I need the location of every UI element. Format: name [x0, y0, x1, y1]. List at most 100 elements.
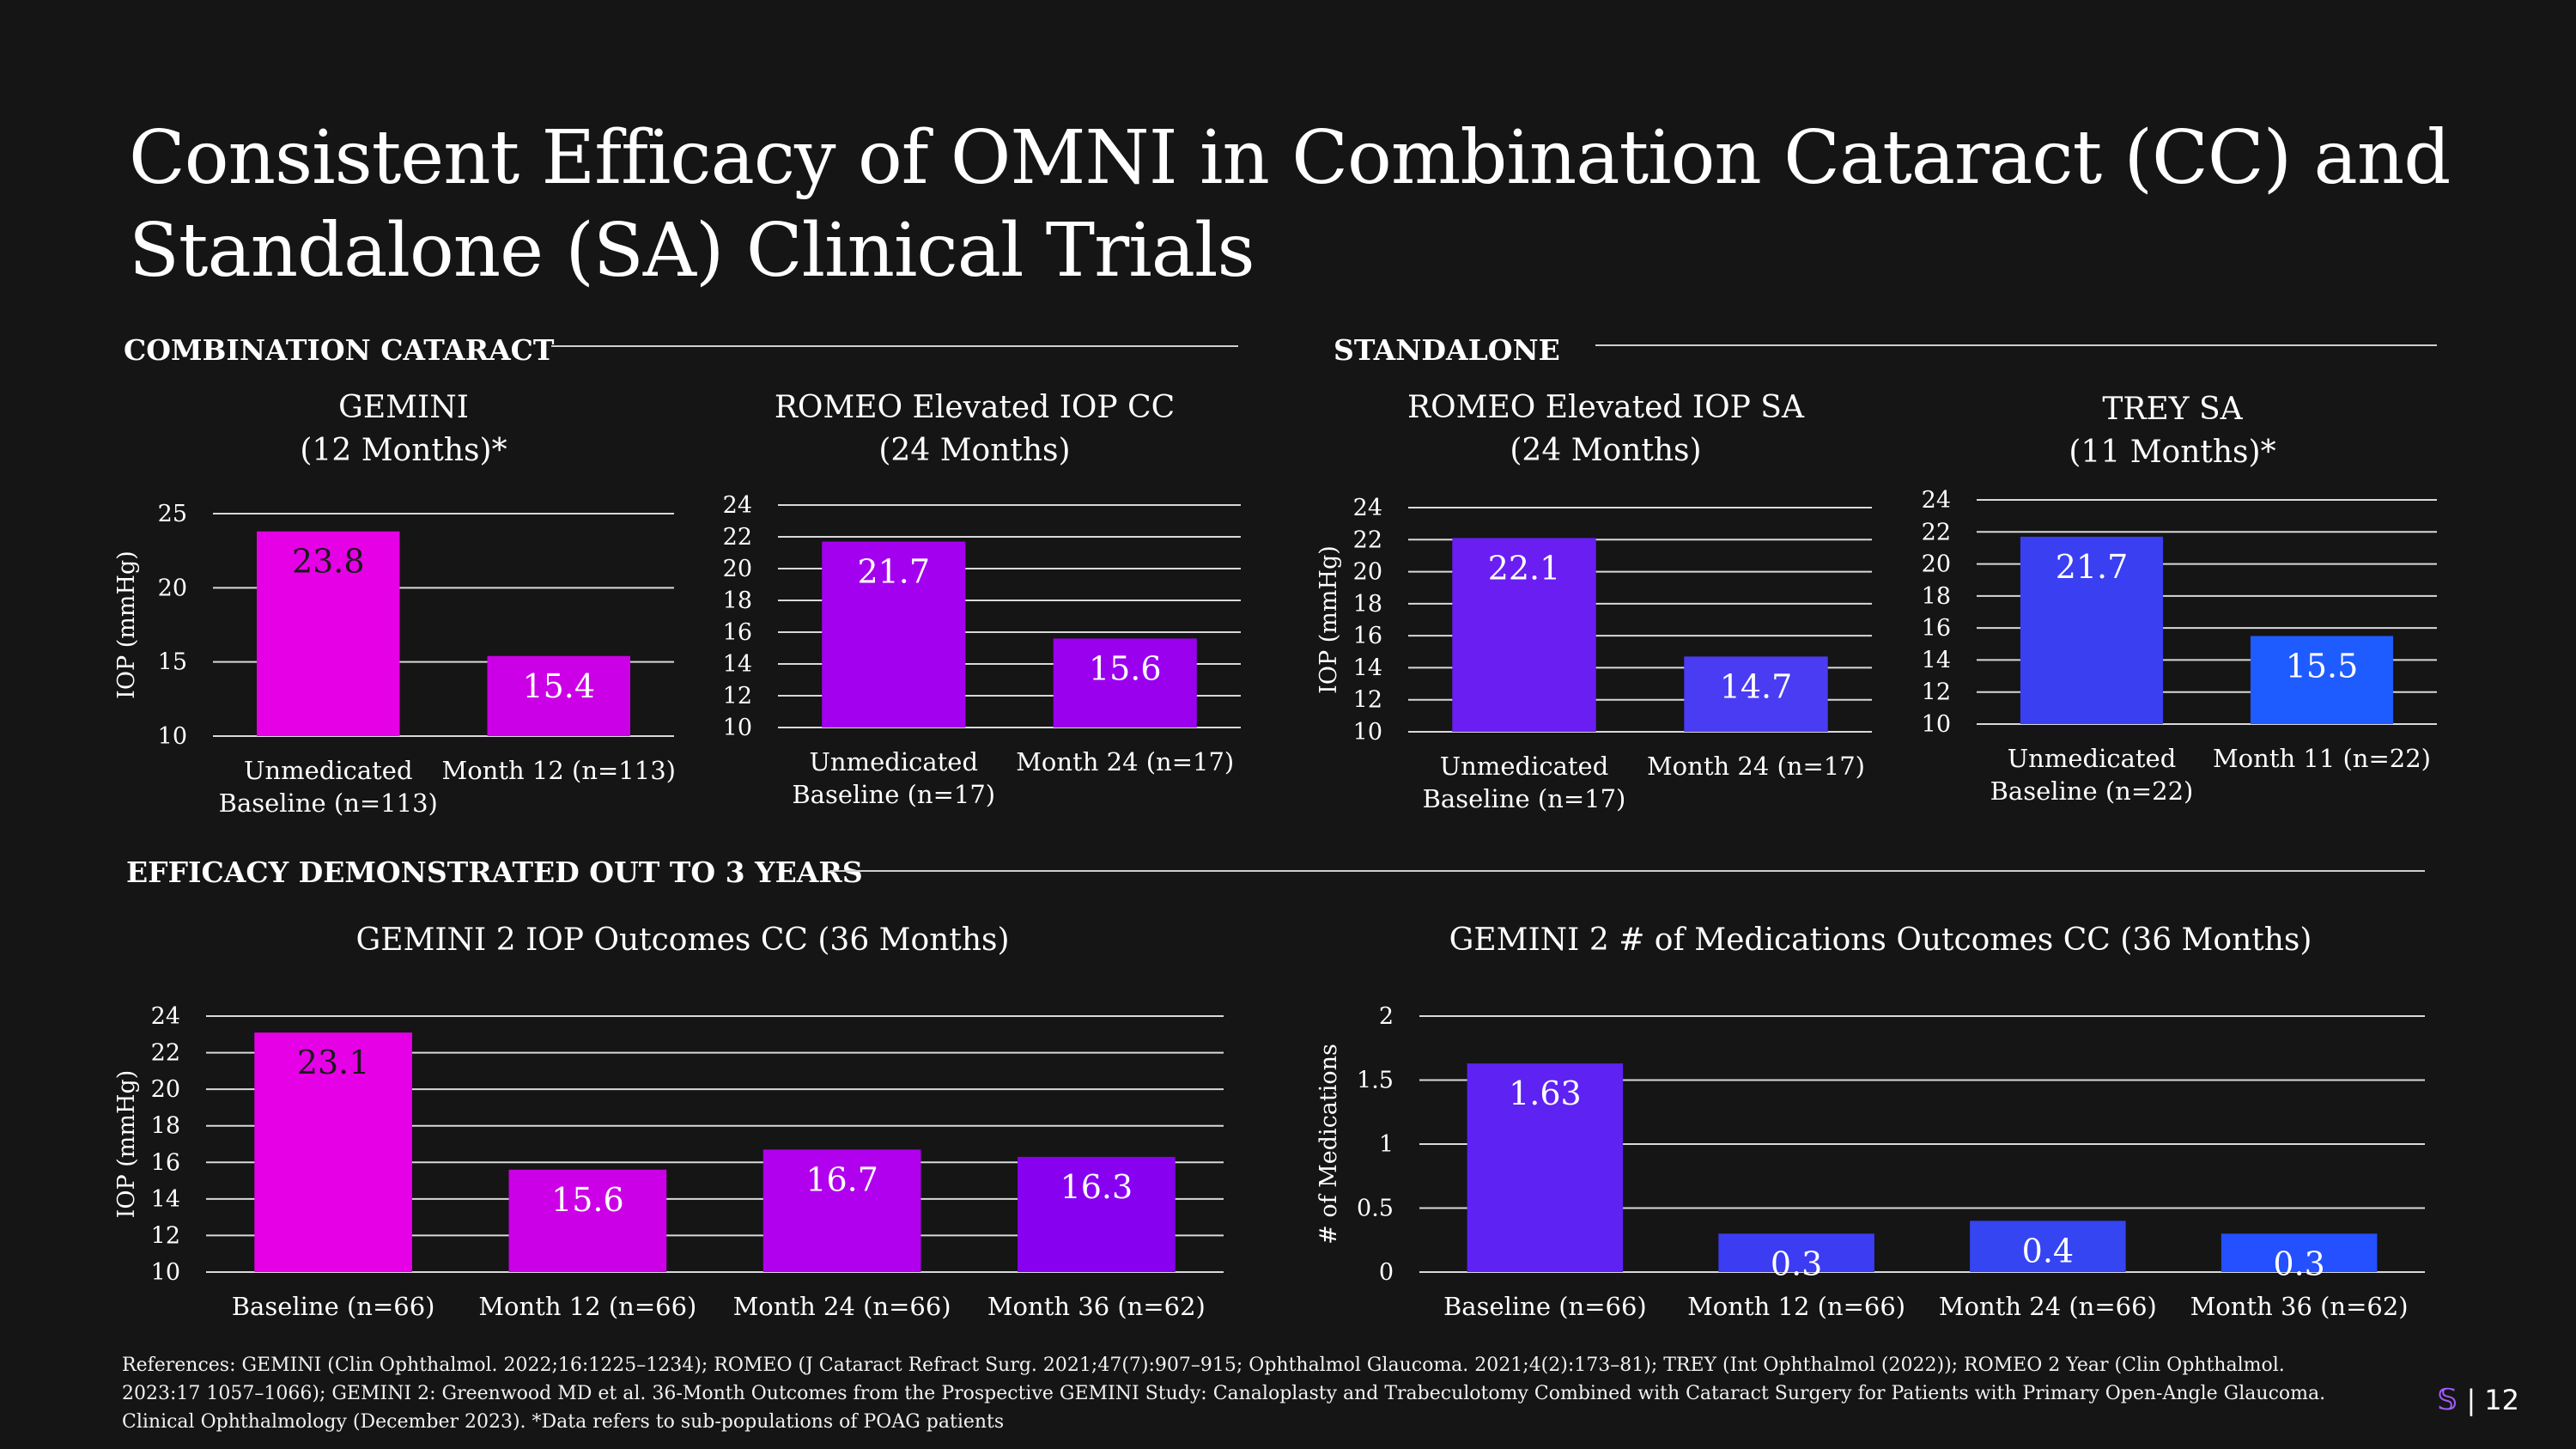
- section-label-efficacy: EFFICACY DEMONSTRATED OUT TO 3 YEARS: [126, 855, 863, 889]
- bar: [2020, 536, 2164, 724]
- chart-plot: 10 12 14 16 18 20 22 24 21.7 Unmedicated Baseline …: [1922, 487, 2437, 806]
- y-tick-label: 10: [158, 723, 187, 750]
- page-number: 12: [2484, 1384, 2519, 1416]
- chart-gemini: GEMINI (12 Months)* 10 15 20 25 IOP (mmHg) 23.…: [112, 387, 696, 833]
- section-divider: [551, 345, 1238, 347]
- category-label: Month 24 (n=66): [733, 1292, 951, 1321]
- bar: [2250, 636, 2394, 724]
- footer: 𝕊 | 12: [2437, 1383, 2519, 1417]
- y-tick-label: 18: [723, 588, 752, 614]
- chart-romeo-cc: ROMEO Elevated IOP CC (24 Months) 10 12 14 1…: [696, 387, 1254, 833]
- section-label-combination: COMBINATION CATARACT: [124, 333, 555, 367]
- section-divider: [829, 870, 2425, 872]
- y-tick-label: 24: [723, 492, 752, 519]
- y-tick-label: 10: [151, 1259, 180, 1286]
- y-tick-label: 20: [151, 1076, 180, 1103]
- chart-plot: 0 0.5 1 1.5 2 # of Medications 1.63 Baseline (n…: [1315, 1003, 2425, 1321]
- chart-plot: 10 12 14 16 18 20 22 24 IOP (mmHg) 22.1 Unmedicate…: [1315, 495, 1872, 813]
- chart-romeo-sa: ROMEO Elevated IOP SA (24 Months) 10 12 14 1…: [1314, 387, 1898, 833]
- y-tick-label: 22: [1353, 527, 1382, 553]
- y-tick-label: 10: [1922, 711, 1951, 738]
- y-tick-label: 16: [151, 1149, 180, 1176]
- category-label: Month 24 (n=17): [1647, 752, 1865, 781]
- y-tick-label: 24: [151, 1003, 180, 1030]
- category-label: Unmedicated Baseline (n=17): [1423, 752, 1626, 813]
- category-label: Baseline (n=66): [1443, 1292, 1647, 1321]
- data-label: 15.6: [551, 1181, 624, 1219]
- data-label: 22.1: [1488, 549, 1561, 587]
- logo-icon: 𝕊: [2437, 1383, 2458, 1417]
- bar: [1718, 1233, 1874, 1272]
- y-tick-label: 0: [1379, 1259, 1394, 1286]
- y-tick-label: 18: [1922, 583, 1951, 610]
- bar: [1684, 656, 1828, 732]
- bar: [1467, 1063, 1624, 1272]
- category-label: Month 12 (n=113): [442, 756, 676, 785]
- bar: [257, 531, 400, 736]
- y-axis-label: IOP (mmHg): [113, 551, 140, 699]
- data-label: 16.7: [805, 1160, 878, 1198]
- chart-trey-sa: TREY SA (11 Months)* 10 12 14 16 18 20 22 24 21.7…: [1898, 387, 2447, 833]
- data-label: 15.4: [522, 667, 595, 705]
- y-tick-label: 14: [151, 1186, 180, 1213]
- y-tick-label: 15: [158, 649, 187, 676]
- bar: [254, 1032, 412, 1272]
- y-tick-label: 16: [1353, 623, 1382, 649]
- y-tick-label: 14: [723, 651, 752, 678]
- data-label: 0.3: [2273, 1245, 2324, 1282]
- y-tick-label: 20: [158, 575, 187, 601]
- y-axis-label: # of Medications: [1315, 1044, 1342, 1245]
- y-tick-label: 16: [723, 619, 752, 646]
- y-tick-label: 1: [1379, 1131, 1394, 1158]
- bar: [508, 1169, 667, 1272]
- data-label: 15.6: [1089, 649, 1162, 687]
- bar: [2221, 1233, 2378, 1272]
- footer-separator: |: [2466, 1384, 2476, 1416]
- y-axis-label: IOP (mmHg): [1315, 545, 1342, 694]
- y-tick-label: 14: [1353, 654, 1382, 681]
- y-tick-label: 2: [1379, 1003, 1394, 1030]
- category-label: Month 24 (n=66): [1939, 1292, 2157, 1321]
- y-tick-label: 0.5: [1357, 1196, 1394, 1222]
- bar: [1053, 638, 1197, 728]
- section-divider: [1595, 344, 2437, 346]
- chart-title: GEMINI (12 Months)*: [300, 390, 507, 468]
- chart-title: GEMINI 2 IOP Outcomes CC (36 Months): [355, 922, 1010, 958]
- y-tick-label: 1.5: [1357, 1068, 1394, 1094]
- category-label: Month 24 (n=17): [1016, 747, 1234, 776]
- bar: [762, 1149, 921, 1272]
- category-label: Unmedicated Baseline (n=22): [1990, 744, 2194, 806]
- category-label: Unmedicated Baseline (n=17): [792, 747, 995, 809]
- y-tick-label: 18: [151, 1113, 180, 1140]
- bar: [1018, 1156, 1176, 1272]
- data-label: 21.7: [2056, 548, 2129, 586]
- category-label: Month 11 (n=22): [2213, 744, 2431, 773]
- chart-title: TREY SA (11 Months)*: [2069, 392, 2276, 470]
- y-tick-label: 25: [158, 501, 187, 527]
- y-tick-label: 12: [1922, 679, 1951, 706]
- references-text: References: GEMINI (Clin Ophthalmol. 202…: [122, 1355, 2326, 1433]
- chart-plot: 10 15 20 25 IOP (mmHg) 23.8 Unmedicated Baselin…: [113, 501, 676, 818]
- category-label: Month 12 (n=66): [478, 1292, 696, 1321]
- data-label: 14.7: [1720, 667, 1793, 705]
- category-label: Month 36 (n=62): [2190, 1292, 2409, 1321]
- y-tick-label: 24: [1353, 495, 1382, 521]
- y-tick-label: 10: [723, 715, 752, 741]
- category-label: Baseline (n=66): [232, 1292, 435, 1321]
- y-tick-label: 10: [1353, 719, 1382, 746]
- y-tick-label: 24: [1922, 487, 1951, 514]
- data-label: 0.3: [1771, 1245, 1822, 1282]
- page-title: Consistent Efficacy of OMNI in Combinati…: [129, 115, 2451, 294]
- y-tick-label: 18: [1353, 591, 1382, 618]
- chart-gemini2-iop: GEMINI 2 IOP Outcomes CC (36 Months) 10 12…: [112, 919, 1254, 1331]
- chart-title: ROMEO Elevated IOP CC (24 Months): [774, 390, 1176, 468]
- y-tick-label: 16: [1922, 615, 1951, 642]
- data-label: 23.1: [297, 1044, 370, 1081]
- y-tick-label: 22: [1922, 519, 1951, 545]
- y-axis-label: IOP (mmHg): [113, 1070, 140, 1219]
- y-tick-label: 20: [1922, 551, 1951, 578]
- y-tick-label: 22: [723, 524, 752, 551]
- section-label-standalone: STANDALONE: [1334, 333, 1560, 367]
- chart-plot: 10 12 14 16 18 20 22 24 21.7 Unmedicated Baseline …: [723, 492, 1241, 809]
- chart-title: GEMINI 2 # of Medications Outcomes CC (3…: [1449, 922, 2312, 958]
